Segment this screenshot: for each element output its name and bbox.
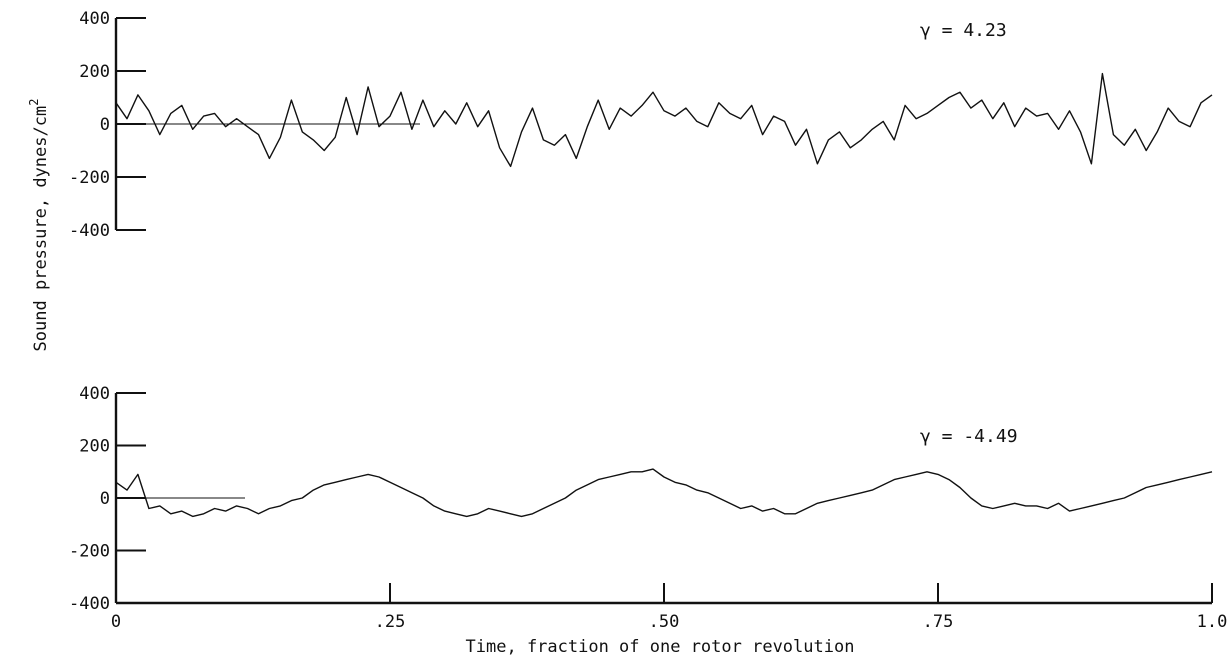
x-tick-label: 0: [111, 612, 121, 632]
bottom-annotation: γ = -4.49: [920, 426, 1018, 447]
bottom-y-tick-label: -200: [69, 542, 110, 562]
bottom-y-tick-label: 0: [100, 489, 110, 509]
top-trace-0: [115, 72, 1213, 168]
top-y-tick-label: 0: [100, 115, 110, 135]
x-axis: 0 .25 .50 .75 1.0: [111, 583, 1227, 632]
bottom-y-tick-label: 200: [79, 437, 110, 457]
bottom-y-tick-label: 400: [79, 384, 110, 404]
top-y-tick-label: 400: [79, 9, 110, 29]
bottom-trace-0: [115, 468, 1213, 518]
top-panel: 400 200 0 -200 -400 γ = 4.23: [69, 9, 1213, 241]
x-tick-label: 1.0: [1197, 612, 1228, 632]
top-annotation: γ = 4.23: [920, 20, 1007, 41]
bottom-y-tick-label: -400: [69, 594, 110, 614]
top-y-tick-label: -200: [69, 168, 110, 188]
y-axis-title-superscript: 2: [27, 99, 41, 106]
top-y-tick-label: 200: [79, 62, 110, 82]
x-axis-title: Time, fraction of one rotor revolution: [466, 637, 855, 657]
bottom-panel: 400 200 0 -200 -400 γ = -4.49: [69, 384, 1213, 614]
y-axis-title-text: Sound pressure, dynes/cm: [31, 106, 51, 352]
y-axis-title: Sound pressure, dynes/cm2: [27, 99, 51, 352]
x-tick-label: .50: [649, 612, 680, 632]
x-tick-label: .25: [375, 612, 406, 632]
x-tick-label: .75: [923, 612, 954, 632]
top-y-tick-label: -400: [69, 221, 110, 241]
